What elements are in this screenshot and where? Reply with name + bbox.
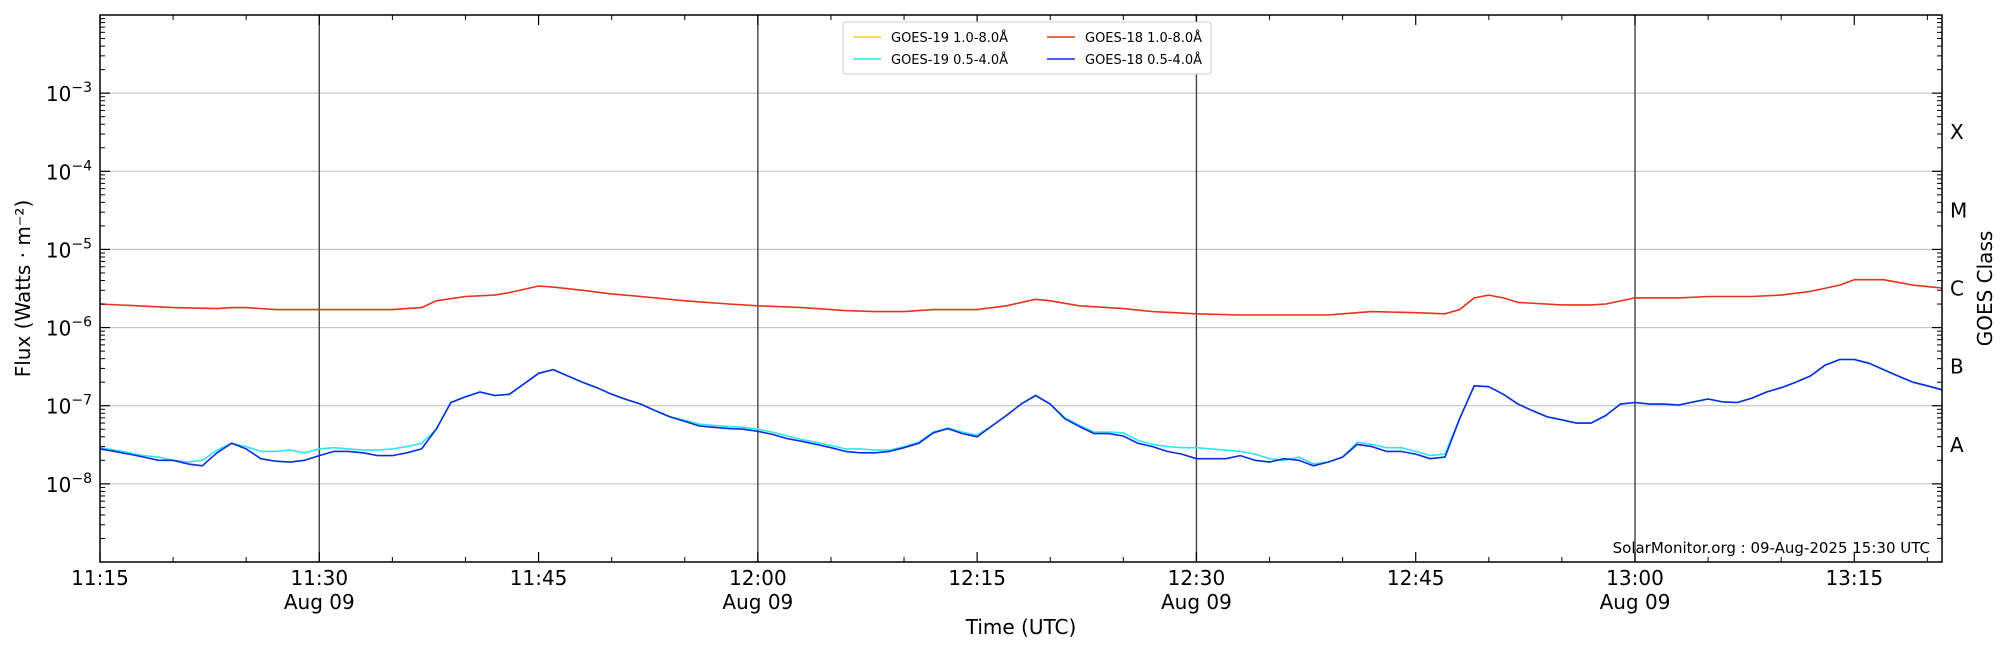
y-tick-label: 10−8 <box>46 471 92 497</box>
y2-axis-title: GOES Class <box>1973 231 1997 347</box>
data-series <box>99 278 1943 467</box>
goes-class-M: M <box>1950 198 1967 222</box>
x-tick-label: 11:15 <box>71 566 129 590</box>
legend-label-0: GOES-19 1.0-8.0Å <box>891 30 1008 46</box>
y-tick-label: 10−7 <box>46 393 92 419</box>
legend: GOES-19 1.0-8.0Å GOES-19 0.5-4.0Å GOES-18 … <box>842 21 1212 75</box>
plot-frame <box>99 14 1943 563</box>
y-tick-label: 10−4 <box>46 158 92 184</box>
credit-text: SolarMonitor.org : 09-Aug-2025 15:30 UTC <box>1613 539 1930 557</box>
x-tick-label: 12:15 <box>948 566 1006 590</box>
y-tick-label: 10−6 <box>46 315 92 341</box>
series-line-1 <box>99 278 1943 316</box>
y-tick-label: 10−5 <box>46 236 92 262</box>
x-tick-label: 11:45 <box>510 566 568 590</box>
x-tick-label: 12:30 <box>1168 566 1226 590</box>
legend-label-1: GOES-18 1.0-8.0Å <box>1085 30 1202 46</box>
goes-class-labels: A B C M X <box>1950 120 1967 457</box>
legend-label-2: GOES-19 0.5-4.0Å <box>891 52 1008 68</box>
x-tick-date-label: Aug 09 <box>1161 590 1232 614</box>
x-tick-date-label: Aug 09 <box>284 590 355 614</box>
series-line-3 <box>99 358 1943 467</box>
x-tick-date-label: Aug 09 <box>1600 590 1671 614</box>
goes-class-B: B <box>1950 355 1964 379</box>
goes-class-A: A <box>1950 433 1964 457</box>
x-tick-label: 13:15 <box>1825 566 1883 590</box>
grid-lines <box>100 15 1942 562</box>
goes-class-X: X <box>1950 120 1964 144</box>
x-tick-label: 13:00 <box>1606 566 1664 590</box>
series-line-2 <box>99 358 1943 465</box>
y-axis-title: Flux (Watts · m⁻²) <box>11 200 35 378</box>
legend-box <box>842 21 1212 75</box>
x-axis-title: Time (UTC) <box>965 615 1077 639</box>
x-tick-label: 12:00 <box>729 566 787 590</box>
y-tick-label: 10−3 <box>46 80 92 106</box>
legend-label-3: GOES-18 0.5-4.0Å <box>1085 52 1202 68</box>
goes-class-C: C <box>1950 277 1964 301</box>
x-tick-date-label: Aug 09 <box>722 590 793 614</box>
x-tick-label: 12:45 <box>1387 566 1445 590</box>
axis-ticks <box>99 15 1942 562</box>
x-tick-label: 11:30 <box>290 566 348 590</box>
